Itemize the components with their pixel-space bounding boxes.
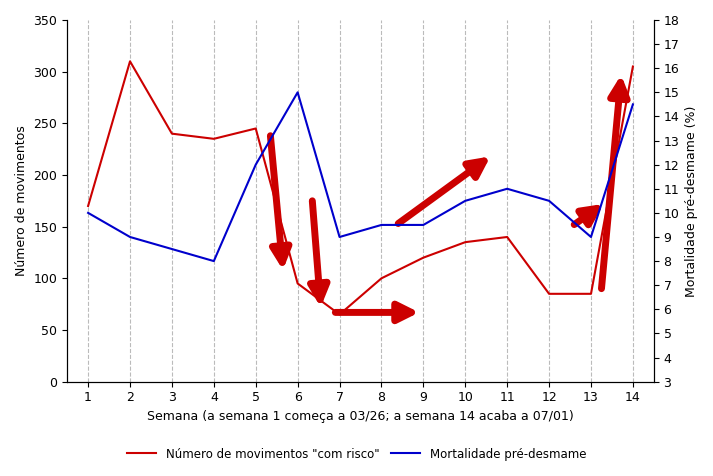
Y-axis label: Número de movimentos: Número de movimentos xyxy=(15,126,28,276)
Y-axis label: Mortalidade pré-desmame (%): Mortalidade pré-desmame (%) xyxy=(685,105,698,297)
X-axis label: Semana (a semana 1 começa a 03/26; a semana 14 acaba a 07/01): Semana (a semana 1 começa a 03/26; a sem… xyxy=(147,410,574,423)
Legend: Número de movimentos "com risco", Mortalidade pré-desmame: Número de movimentos "com risco", Mortal… xyxy=(122,443,591,466)
